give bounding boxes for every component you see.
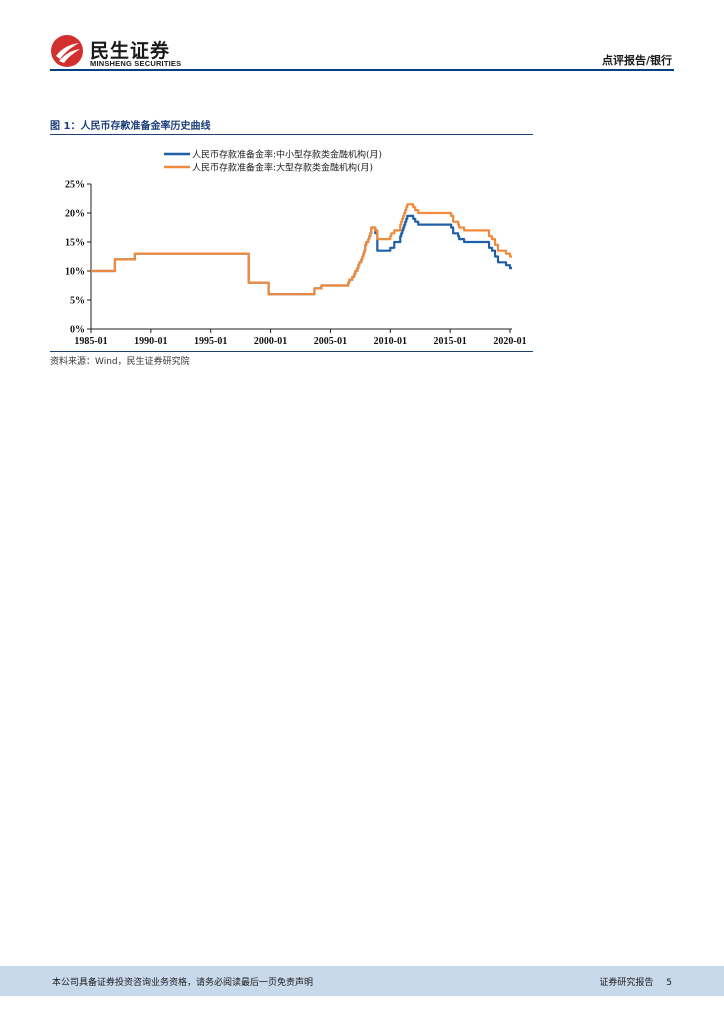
y-tick-label: 5% xyxy=(70,296,85,307)
figure-title: 图 1：人民币存款准备金率历史曲线 xyxy=(50,121,211,132)
header-divider xyxy=(50,69,674,71)
x-tick-label: 2010-01 xyxy=(374,336,407,347)
page-footer: 本公司具备证券投资咨询业务资格，请务必阅读最后一页免责声明 证券研究报告 5 xyxy=(0,966,724,996)
figure-bottom-divider xyxy=(50,351,533,352)
logo-chinese-name: 民生证券 xyxy=(90,40,171,62)
y-tick-label: 20% xyxy=(65,209,85,220)
company-logo: 民生证券 MINSHENG SECURITIES xyxy=(50,34,190,68)
legend-label-2: 人民币存款准备金率:大型存款类金融机构(月) xyxy=(192,162,373,174)
footer-doc-type: 证券研究报告 xyxy=(599,978,654,988)
report-type: 点评报告/银行 xyxy=(601,54,672,67)
y-tick-label: 0% xyxy=(70,325,85,336)
x-tick-label: 2015-01 xyxy=(433,336,466,347)
x-tick-label: 1985-01 xyxy=(74,336,107,347)
logo-mark-icon xyxy=(51,35,83,67)
x-tick-label: 2000-01 xyxy=(254,336,287,347)
x-tick-label: 2020-01 xyxy=(493,336,526,347)
figure-top-divider xyxy=(50,134,533,135)
chart-legend: 人民币存款准备金率:中小型存款类金融机构(月)人民币存款准备金率:大型存款类金融… xyxy=(164,149,382,174)
figure-source: 资料来源：Wind，民生证券研究院 xyxy=(50,357,190,367)
x-tick-label: 1990-01 xyxy=(134,336,167,347)
x-tick-label: 2005-01 xyxy=(314,336,347,347)
page-number: 5 xyxy=(666,978,672,988)
chart-lines xyxy=(91,203,512,296)
logo-english-name: MINSHENG SECURITIES xyxy=(90,59,182,68)
y-tick-label: 10% xyxy=(65,267,85,278)
y-tick-label: 25% xyxy=(65,180,85,191)
footer-disclaimer: 本公司具备证券投资咨询业务资格，请务必阅读最后一页免责声明 xyxy=(52,978,314,988)
chart-axes: 0% 5% 10% 15% 20% 25% 1985-01 1990-01 1995-01 200… xyxy=(65,180,527,348)
reserve-ratio-chart: 人民币存款准备金率:中小型存款类金融机构(月)人民币存款准备金率:大型存款类金融… xyxy=(65,149,527,348)
x-tick-label: 1995-01 xyxy=(194,336,227,347)
y-tick-label: 15% xyxy=(65,238,85,249)
footer-right: 证券研究报告 5 xyxy=(589,975,672,988)
series-line-2 xyxy=(91,203,512,296)
series-line-1 xyxy=(91,214,512,296)
legend-label-1: 人民币存款准备金率:中小型存款类金融机构(月) xyxy=(192,149,382,161)
